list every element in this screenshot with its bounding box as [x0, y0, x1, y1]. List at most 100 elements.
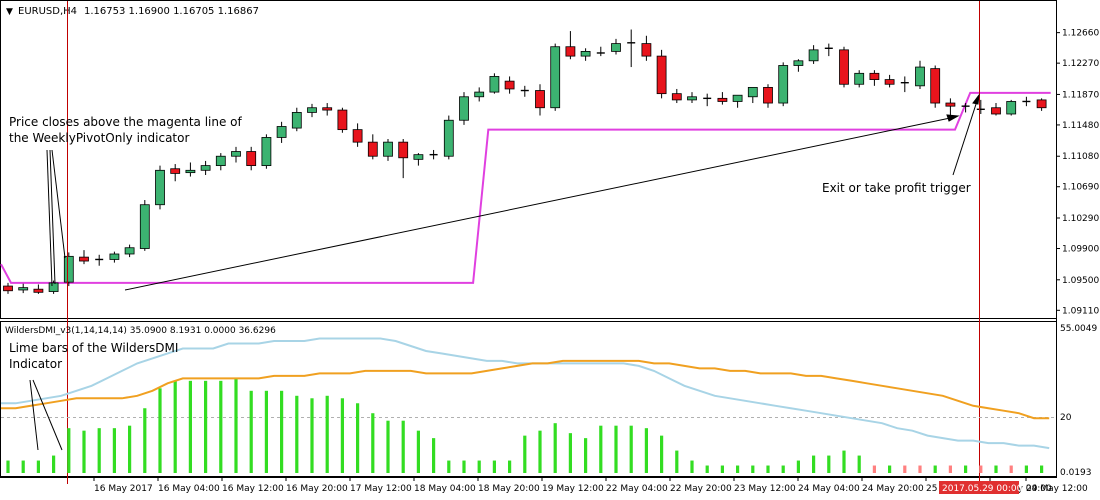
- lime-annotation-line2: Indicator: [9, 357, 62, 371]
- candle-body: [124, 247, 135, 255]
- dmi-bar: [112, 428, 116, 473]
- dmi-bar: [1024, 465, 1028, 473]
- candle: [33, 284, 44, 294]
- dmi-bar: [1040, 465, 1044, 473]
- candle: [717, 92, 728, 105]
- price-tick-label: 1.09110: [1062, 306, 1099, 316]
- candle: [367, 134, 378, 160]
- dmi-bar: [751, 465, 755, 473]
- candle-body: [139, 204, 150, 249]
- exit-arrow: [952, 97, 979, 176]
- candle-body: [641, 43, 652, 57]
- dmi-bar: [736, 465, 740, 473]
- price-tick-label: 1.12270: [1062, 59, 1099, 69]
- candle: [504, 76, 515, 94]
- dmi-bar: [219, 380, 223, 473]
- candle: [596, 46, 605, 57]
- candle: [1036, 98, 1047, 111]
- candle: [489, 73, 500, 94]
- candle-body: [276, 126, 287, 138]
- candle-body: [215, 155, 226, 167]
- dmi-bar: [857, 455, 861, 473]
- ohlc-values: 1.16753 1.16900 1.16705 1.16867: [84, 6, 259, 17]
- candle: [1022, 96, 1031, 107]
- candle: [276, 121, 287, 143]
- dmi-bar: [52, 455, 56, 473]
- time-tick-label: 29 May 12:00: [1026, 484, 1088, 494]
- price-tick-label: 1.09500: [1062, 276, 1099, 286]
- candle-body: [307, 107, 317, 113]
- dmi-bar: [933, 465, 937, 473]
- candle: [48, 280, 59, 294]
- candle-body: [261, 137, 272, 167]
- candle-body: [459, 96, 469, 121]
- time-tick-label: 19 May 12:00: [542, 484, 604, 494]
- candle: [915, 60, 925, 89]
- dmi-bar: [508, 460, 512, 473]
- candle: [261, 134, 272, 169]
- dropdown-arrow-icon[interactable]: ▼: [6, 7, 13, 17]
- candle-body: [3, 285, 13, 292]
- indicator-header: WildersDMI_v3(1,14,14,14) 35.0900 8.1931…: [5, 326, 276, 336]
- candle: [413, 153, 424, 166]
- candle-body: [854, 72, 865, 85]
- dmi-bar: [295, 395, 299, 473]
- candle: [687, 92, 697, 104]
- candle: [3, 282, 13, 294]
- dmi-bar: [340, 398, 344, 473]
- candle: [747, 86, 758, 104]
- candlesticks: [3, 29, 1047, 294]
- time-tick-label: 16 May 2017: [94, 484, 153, 494]
- candle: [778, 62, 789, 107]
- candle: [884, 74, 895, 88]
- candle-body: [717, 97, 728, 102]
- dmi-bar: [325, 395, 329, 473]
- main-price-panel[interactable]: [0, 0, 1057, 319]
- candle: [991, 103, 1001, 116]
- time-highlight-label: 2017.05.29 00:00: [942, 484, 1023, 494]
- candle: [854, 70, 865, 88]
- candle-body: [413, 154, 424, 160]
- candle-body: [839, 49, 849, 85]
- candle: [945, 98, 956, 118]
- candle: [535, 84, 545, 116]
- time-tick-label: 16 May 04:00: [158, 484, 220, 494]
- dmi-bar: [158, 388, 162, 473]
- candle-body: [18, 287, 29, 291]
- time-tick-label: 16 May 12:00: [222, 484, 284, 494]
- time-tick-label: 24 May 04:00: [798, 484, 860, 494]
- exit-arrow-head-icon: [972, 93, 980, 105]
- dmi-bar: [173, 380, 177, 473]
- dmi-bar: [371, 413, 375, 473]
- candle-body: [611, 43, 621, 52]
- lime-arrow-2: [32, 379, 63, 451]
- candle-body: [200, 165, 211, 171]
- dmi-bar: [204, 380, 208, 473]
- dmi-bar: [386, 420, 390, 473]
- lime-annotation-line1: Lime bars of the WildersDMI: [9, 341, 178, 355]
- candle: [900, 76, 909, 93]
- dmi-bar: [918, 465, 922, 473]
- candle-body: [732, 94, 743, 102]
- candle-body: [504, 80, 515, 90]
- candle-body: [778, 65, 789, 104]
- dmi-bar: [827, 455, 831, 473]
- candle: [18, 283, 29, 294]
- time-axis: 16 May 2017 16 May 04:00 16 May 12:00 16 Ma…: [93, 477, 1088, 494]
- dmi-bar: [462, 460, 466, 473]
- dmi-bar: [644, 428, 648, 473]
- trend-arrow-line: [124, 116, 956, 291]
- candle-body: [383, 141, 393, 157]
- candle: [627, 29, 636, 68]
- candle: [322, 103, 333, 116]
- dmi-bar: [249, 390, 253, 473]
- candle-body: [48, 282, 59, 292]
- arrow-head-icon: [946, 114, 960, 122]
- candle-body: [246, 151, 257, 167]
- candle: [109, 251, 120, 263]
- dmi-bar: [21, 460, 25, 473]
- dmi-bar: [492, 460, 496, 473]
- candle: [808, 45, 819, 64]
- candle: [793, 59, 804, 72]
